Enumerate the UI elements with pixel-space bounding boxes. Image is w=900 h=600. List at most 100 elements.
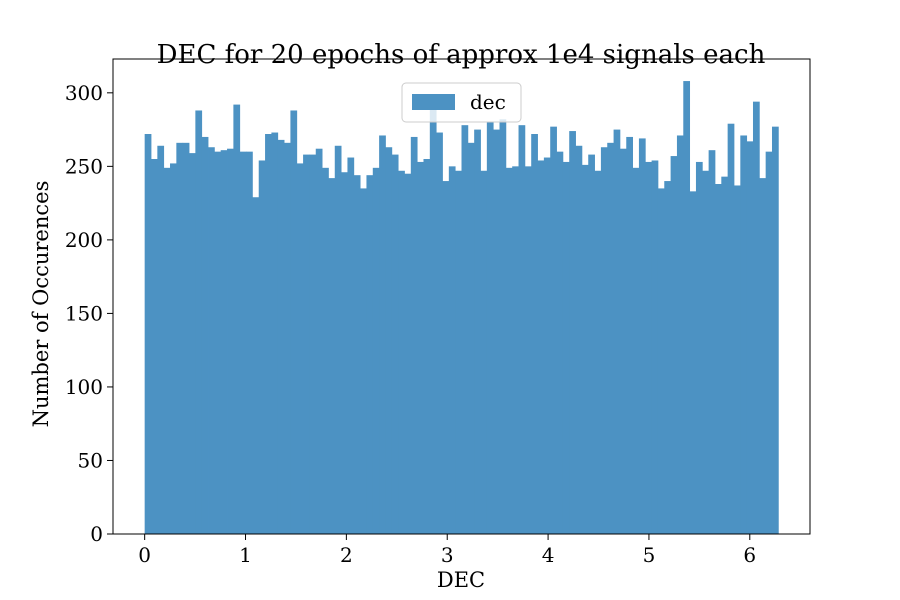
histogram-bar (619, 148, 627, 535)
histogram-bar (163, 167, 171, 534)
histogram-bar (708, 150, 716, 535)
histogram-bar (746, 141, 754, 534)
histogram-bar (334, 145, 342, 534)
histogram-bar (265, 134, 272, 534)
histogram-bar (607, 142, 614, 534)
y-tick-label: 50 (78, 448, 103, 472)
histogram-bar (410, 136, 418, 535)
histogram-bar (524, 166, 532, 534)
x-tick-label: 0 (138, 543, 151, 567)
histogram-bar (531, 134, 538, 534)
histogram-bar (379, 135, 386, 534)
histogram-bar (645, 161, 652, 535)
histogram-bar (423, 159, 431, 534)
histogram-bar (233, 104, 241, 535)
histogram-bar (727, 123, 735, 535)
histogram-bar (201, 136, 209, 535)
legend-frame (401, 82, 522, 123)
histogram-bar (695, 161, 703, 535)
y-tick-label: 0 (90, 522, 103, 546)
histogram-bar (638, 138, 646, 535)
y-axis-ticks: 0 50 100 150 200 250 300 (65, 81, 113, 546)
x-axis-label: DEC (437, 568, 485, 592)
histogram-bar (588, 154, 595, 534)
x-tick-label: 6 (743, 543, 756, 567)
histogram-bar (157, 145, 165, 534)
histogram-bar (182, 142, 190, 534)
histogram-bar (626, 136, 633, 535)
plot-frame (112, 58, 811, 535)
histogram-bar (632, 167, 640, 534)
histogram-bar (398, 170, 405, 534)
histogram-bar (537, 160, 545, 534)
histogram-bar (474, 129, 481, 534)
histogram-bar (771, 126, 779, 534)
histogram-bar (372, 167, 380, 534)
histogram-bar (442, 181, 450, 534)
histogram-bar (258, 160, 266, 534)
histogram-bar (303, 154, 310, 534)
histogram-bar (480, 170, 488, 534)
histogram-bar (151, 159, 158, 534)
histogram-bar (493, 129, 500, 534)
histogram-bar (385, 147, 393, 534)
histogram-bar (505, 167, 513, 534)
x-tick-label: 5 (643, 543, 656, 567)
histogram-bar (562, 161, 570, 535)
histogram-bar (220, 150, 228, 535)
x-tick-label: 1 (239, 543, 252, 567)
histogram-bar (512, 166, 519, 534)
histogram-bar (290, 110, 298, 535)
histogram-bar (486, 122, 494, 534)
histogram-bar (429, 109, 437, 534)
histogram-bar (664, 181, 672, 534)
y-tick-label: 200 (65, 228, 103, 252)
histogram-bar (651, 160, 659, 534)
legend-label: dec (470, 90, 506, 114)
histogram-bar (613, 129, 621, 534)
y-tick-label: 150 (65, 301, 103, 325)
histogram-bar (448, 166, 456, 534)
histogram-bar (189, 153, 196, 534)
y-tick-label: 100 (65, 375, 103, 399)
histogram-bar (550, 126, 557, 534)
histogram-bar (227, 148, 234, 535)
histogram-bar (670, 156, 678, 534)
histogram-bar (759, 178, 767, 534)
histogram-bar (353, 175, 361, 535)
histogram-bar (252, 197, 260, 534)
x-tick-label: 3 (441, 543, 454, 567)
histogram-bar (417, 161, 424, 535)
chart-title: DEC for 20 epochs of approx 1e4 signals … (157, 40, 766, 70)
histogram-bar (309, 154, 317, 534)
histogram-bar (404, 173, 412, 535)
histogram-bar (499, 119, 507, 534)
histogram-bar (208, 147, 215, 534)
histogram-bar (328, 178, 336, 534)
histogram-bar (144, 134, 152, 534)
histogram-bar (391, 154, 399, 534)
y-tick-label: 300 (65, 81, 103, 105)
histogram-bar (467, 142, 475, 534)
histogram-bar (740, 135, 748, 534)
histogram-bar (271, 132, 279, 534)
histogram-bar (455, 170, 462, 534)
histogram-bar (575, 145, 583, 534)
x-tick-label: 2 (340, 543, 353, 567)
histogram-bar (284, 142, 291, 534)
histogram-bar (195, 110, 203, 535)
histogram-bar (239, 151, 247, 534)
legend-swatch (412, 94, 455, 110)
histogram-bar (569, 131, 576, 534)
histogram-bar (214, 151, 222, 534)
histogram-bar (721, 176, 729, 534)
histogram-bar (714, 184, 722, 534)
legend: dec (401, 82, 522, 123)
histogram-bar (366, 175, 374, 535)
histogram-bar (683, 81, 691, 534)
histogram-bar (581, 164, 589, 534)
histogram-bar (341, 172, 348, 534)
histogram-bar (600, 147, 608, 534)
histogram-bar (170, 163, 177, 535)
